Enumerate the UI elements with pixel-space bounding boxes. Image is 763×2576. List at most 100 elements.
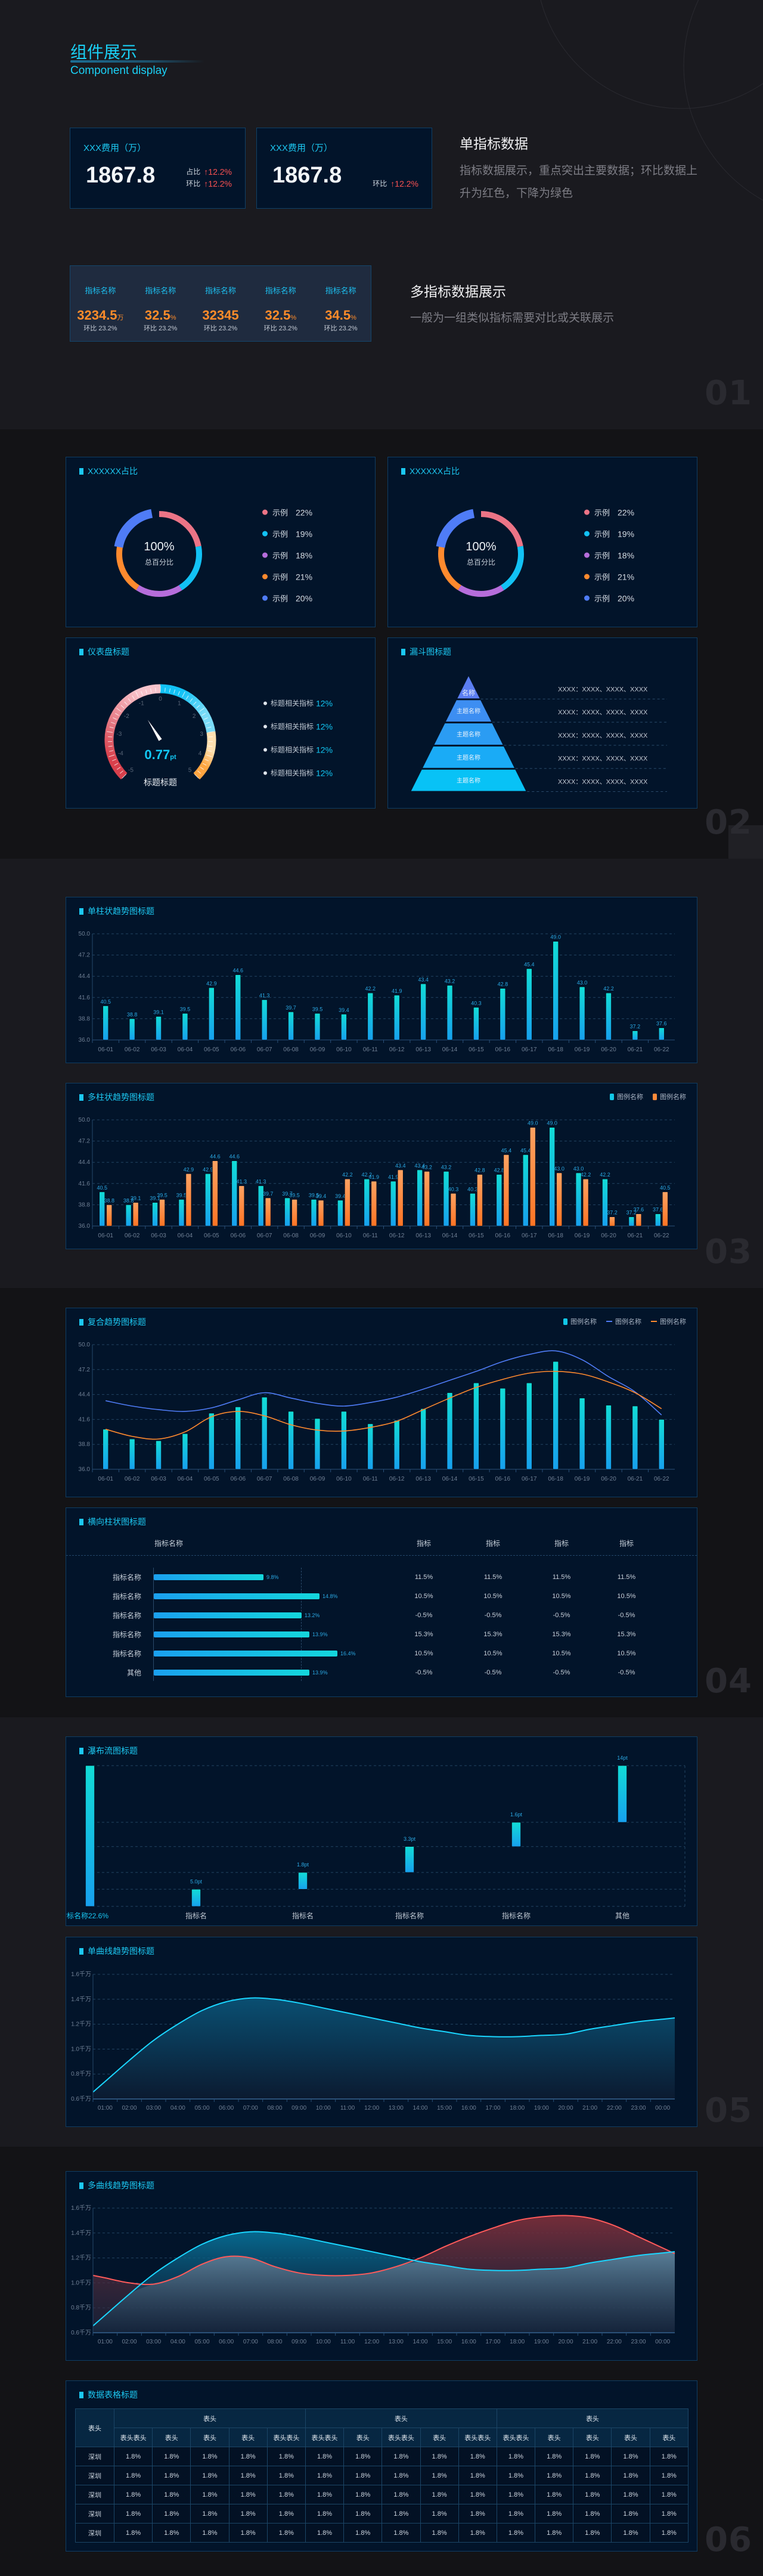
x-tick-label: 06-10	[336, 1046, 352, 1053]
waterfall-bar	[405, 1846, 414, 1873]
bar-value-label: 39.7	[263, 1191, 274, 1197]
decorative-circles	[540, 0, 763, 201]
legend-dot-icon	[263, 771, 267, 775]
bar	[156, 1440, 162, 1470]
x-tick-label: 06:00	[219, 2105, 234, 2111]
donut-center-label: 总百分比	[145, 558, 173, 566]
x-tick-label: 06-17	[522, 1233, 537, 1239]
card-title: 横向柱状图标题	[79, 1516, 146, 1528]
bar-value-label: 44.6	[210, 1154, 221, 1160]
legend-value: 12%	[316, 745, 333, 754]
bar-value-label: 42.9	[184, 1166, 194, 1172]
y-tick-label: 44.4	[79, 973, 91, 980]
y-tick-label: 36.0	[79, 1466, 91, 1473]
gauge-label: 标题标题	[144, 778, 177, 787]
table-cell: 1.8%	[496, 2523, 536, 2543]
multi-kpi-item: 指标名称 34.5% 环比 23.2%	[311, 266, 371, 341]
bar	[345, 1178, 351, 1227]
legend-item[interactable]: 图例名称	[606, 1317, 641, 1326]
x-tick-label: 06-02	[125, 1046, 140, 1053]
legend-dot-icon	[584, 552, 590, 558]
legend-value: 12%	[316, 698, 333, 708]
donut-chart: 100% 总百分比	[435, 508, 527, 600]
table-subheader-row: 表头表头 表头 表头 表头 表头表头 表头表头 表头 表头表头 表头 表头表头 表头表头 表头 表头 表头…	[76, 2428, 689, 2447]
metric-cell: 11.5%	[414, 1574, 433, 1581]
legend-label: 图例名称	[615, 1318, 641, 1326]
bar-value-label: 42.2	[365, 986, 376, 992]
x-tick-label: 06-22	[654, 1233, 669, 1239]
x-tick-label: 20:00	[558, 2105, 573, 2111]
table-cell: 1.8%	[343, 2504, 383, 2524]
bar	[311, 1199, 317, 1227]
funnel-level-label: 主题名称	[457, 707, 480, 715]
gauge-chart: -5 -4 -3 -2 -1 0 1 2 3 4 5 0.77pt 标题标题	[104, 684, 216, 787]
legend-item: 示例 20%	[584, 593, 634, 604]
gauge-band	[160, 684, 216, 733]
waterfall-bar	[511, 1822, 521, 1847]
legend-item: 示例 22%	[262, 507, 312, 518]
metric-value: 12.2%	[395, 178, 418, 188]
table-cell: 1.8%	[573, 2523, 612, 2543]
metric-cell: -0.5%	[484, 1669, 502, 1676]
legend-label: 示例	[594, 551, 610, 561]
legend-dot-icon	[263, 748, 267, 751]
legend-item[interactable]: 图例名称	[653, 1092, 686, 1101]
bar-value-label: 39.5	[312, 1007, 323, 1013]
gauge-tick	[204, 758, 209, 761]
row-label: 深圳	[75, 2523, 114, 2543]
table-row: 深圳 1.8% 1.8% 1.8% 1.8% 1.8% 1.8% 1.8% 1.8% 1.8% 1.…	[75, 2523, 689, 2543]
legend-swatch-icon	[610, 1093, 614, 1100]
table-cell: 1.8%	[343, 2485, 383, 2504]
bar	[420, 983, 426, 1041]
kpi-card: XXX费用（万） 1867.8 占比 ↑12.2% 环比 ↑12.2%	[70, 128, 246, 209]
metric-column-header: 指标	[619, 1539, 634, 1548]
legend-item[interactable]: 图例名称	[610, 1092, 643, 1101]
donut-slice	[438, 511, 524, 597]
legend-item[interactable]: 图例名称	[563, 1317, 597, 1326]
y-tick-label: 0.6千万	[71, 2095, 91, 2103]
bar-value-label: 38.8	[127, 1011, 138, 1017]
title-marker-icon	[79, 648, 83, 655]
gauge-tick-label: 1	[178, 701, 181, 707]
legend-label: 图例名称	[660, 1318, 686, 1326]
legend-dot-icon	[584, 595, 590, 601]
gauge-tick	[196, 705, 200, 708]
table-cell: 1.8%	[458, 2466, 497, 2485]
table-cell: 1.8%	[420, 2447, 459, 2466]
x-tick-label: 06-11	[363, 1233, 378, 1239]
bar-value-label: 41.3	[259, 993, 270, 999]
legend-dot-icon	[262, 509, 268, 515]
bar	[209, 987, 215, 1041]
metric-cell: 10.5%	[483, 1650, 503, 1657]
table-cell: 1.8%	[611, 2523, 650, 2543]
gauge-tick-label: -3	[116, 731, 122, 738]
composite-chart-card: 复合趋势图标题 图例名称 图例名称 图例名称 50.0 47.2 44.4 41.6 3…	[66, 1308, 697, 1497]
card-title-text: 数据表格标题	[88, 2390, 138, 2399]
data-table-card: 数据表格标题 表头 表头 表头 表头 表头表头 表头 表头 表头 表头表头 表头表头 表头 表头表头表…	[66, 2380, 697, 2552]
metric-label: 占比	[186, 168, 201, 176]
metric-cell: -0.5%	[415, 1612, 433, 1619]
legend-value: 18%	[618, 550, 635, 560]
x-tick-label: 06-18	[548, 1046, 563, 1053]
bar-value-label: 1.8pt	[297, 1862, 309, 1868]
legend-item[interactable]: 图例名称	[651, 1317, 686, 1326]
x-tick-label: 16:00	[461, 2339, 476, 2345]
bar	[129, 1438, 135, 1470]
x-tick-label: 08:00	[267, 2339, 282, 2345]
legend-label: 图例名称	[617, 1094, 643, 1101]
card-title-text: XXXXXX占比	[410, 466, 460, 476]
metric-cell: 15.3%	[414, 1631, 433, 1638]
row-label: 深圳	[75, 2447, 114, 2466]
bar	[261, 1397, 268, 1470]
table-corner-header: 表头	[75, 2408, 114, 2447]
table-cell: 1.8%	[649, 2523, 689, 2543]
table-cell: 1.8%	[305, 2523, 345, 2543]
x-category-label: 其他	[615, 1912, 629, 1920]
bar	[337, 1200, 343, 1227]
bar	[582, 1178, 589, 1227]
bar	[258, 1185, 264, 1227]
x-tick-label: 13:00	[389, 2105, 404, 2111]
bar	[341, 1411, 347, 1470]
table-cell: 1.8%	[611, 2485, 650, 2504]
bar-value-label: 49.0	[528, 1120, 538, 1126]
